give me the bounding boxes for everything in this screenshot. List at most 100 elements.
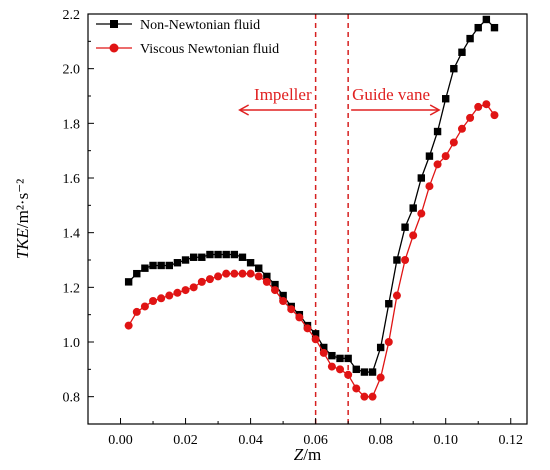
- region-dividers: [314, 14, 349, 424]
- series-1: [124, 15, 499, 376]
- data-point: [230, 250, 239, 259]
- data-point: [189, 253, 198, 261]
- data-point: [206, 250, 214, 259]
- x-tick-label: 0.08: [368, 433, 393, 448]
- legend-marker: [109, 43, 119, 53]
- y-tick-label: 1.4: [63, 227, 81, 242]
- data-point: [376, 343, 385, 352]
- data-point: [457, 124, 466, 133]
- data-point: [482, 100, 491, 109]
- data-point: [319, 348, 328, 357]
- data-point: [254, 272, 263, 281]
- y-tick-label: 0.8: [63, 391, 81, 406]
- y-tick-label: 1.0: [63, 336, 81, 351]
- data-point: [441, 152, 450, 161]
- data-point: [466, 113, 475, 122]
- data-point: [352, 384, 361, 393]
- data-point: [393, 256, 401, 264]
- y-tick-label: 2.2: [63, 8, 81, 23]
- data-point: [320, 343, 328, 352]
- y-axis-title: TKE/m²·s⁻²: [13, 179, 32, 260]
- data-point: [149, 297, 158, 305]
- data-point: [368, 368, 377, 376]
- data-point: [295, 313, 304, 322]
- data-point: [449, 138, 458, 147]
- data-point: [140, 302, 149, 311]
- data-point: [392, 291, 401, 300]
- data-point: [466, 34, 474, 43]
- data-point: [344, 370, 353, 379]
- data-point: [222, 250, 230, 259]
- data-point: [409, 204, 417, 212]
- x-axis-title: Z/m: [294, 445, 321, 464]
- data-point: [181, 286, 190, 295]
- x-tick-label: 0.12: [498, 433, 523, 448]
- data-point: [368, 392, 377, 401]
- data-point: [409, 231, 418, 240]
- data-point: [328, 351, 336, 360]
- data-point: [157, 294, 166, 303]
- data-point: [173, 259, 182, 267]
- data-point: [214, 272, 223, 281]
- data-point: [173, 288, 182, 297]
- data-point: [157, 261, 165, 270]
- data-point: [450, 64, 458, 73]
- data-point: [490, 23, 499, 32]
- data-point: [246, 269, 255, 278]
- x-tick-label: 0.00: [108, 433, 133, 448]
- guide-vane-arrow-head: [429, 104, 441, 116]
- data-point: [311, 335, 320, 344]
- data-point: [198, 253, 206, 261]
- data-point: [327, 362, 336, 371]
- legend-label: Non-Newtonian fluid: [140, 18, 260, 33]
- data-point: [336, 365, 345, 374]
- data-point: [311, 330, 320, 338]
- data-point: [376, 373, 385, 382]
- y-tick-label: 1.8: [63, 117, 81, 132]
- x-tick-label: 0.02: [173, 433, 198, 448]
- series-line: [128, 18, 495, 373]
- data-point: [262, 277, 271, 286]
- data-point: [271, 280, 279, 289]
- series-group: [124, 15, 499, 401]
- impeller-arrow-head: [238, 104, 249, 116]
- data-point: [165, 291, 174, 300]
- data-point: [255, 264, 263, 272]
- data-point: [165, 261, 173, 270]
- region-annotations: Impeller Guide vane: [238, 85, 441, 116]
- data-point: [425, 152, 434, 160]
- x-axis-title-unit: /m: [303, 445, 321, 464]
- y-tick-label: 1.2: [63, 281, 81, 296]
- data-point: [303, 324, 312, 333]
- data-point: [417, 209, 426, 218]
- data-point: [401, 256, 410, 264]
- plot-frame: [87, 13, 528, 425]
- data-point: [205, 275, 214, 284]
- data-point: [246, 259, 255, 267]
- data-point: [360, 392, 369, 401]
- data-point: [263, 272, 271, 281]
- x-tick-label: 0.10: [433, 433, 458, 448]
- data-point: [336, 354, 344, 363]
- data-point: [141, 264, 149, 272]
- data-point: [490, 111, 499, 120]
- series-2: [124, 100, 499, 401]
- data-point: [124, 321, 133, 330]
- data-point: [442, 95, 450, 103]
- data-point: [384, 338, 393, 346]
- y-tick-label: 1.6: [63, 172, 81, 187]
- data-point: [287, 305, 296, 314]
- data-point: [279, 297, 288, 305]
- data-point: [189, 283, 198, 292]
- impeller-label: Impeller: [254, 85, 312, 104]
- data-point: [401, 223, 409, 231]
- x-axis-title-symbol: Z: [294, 445, 304, 464]
- axes: 0.00 0.02 0.04 0.06 0.08 0.10 0.12 0.8 1.0 1.2 1.4…: [63, 8, 528, 448]
- guide-vane-label: Guide vane: [352, 85, 430, 104]
- legend-marker: [110, 20, 118, 28]
- x-tick-label: 0.04: [238, 433, 263, 448]
- y-axis-title-symbol: TKE: [13, 227, 32, 259]
- data-point: [433, 160, 442, 169]
- legend-label: Viscous Newtonian fluid: [140, 42, 279, 57]
- x-tick-label: 0.06: [303, 433, 328, 448]
